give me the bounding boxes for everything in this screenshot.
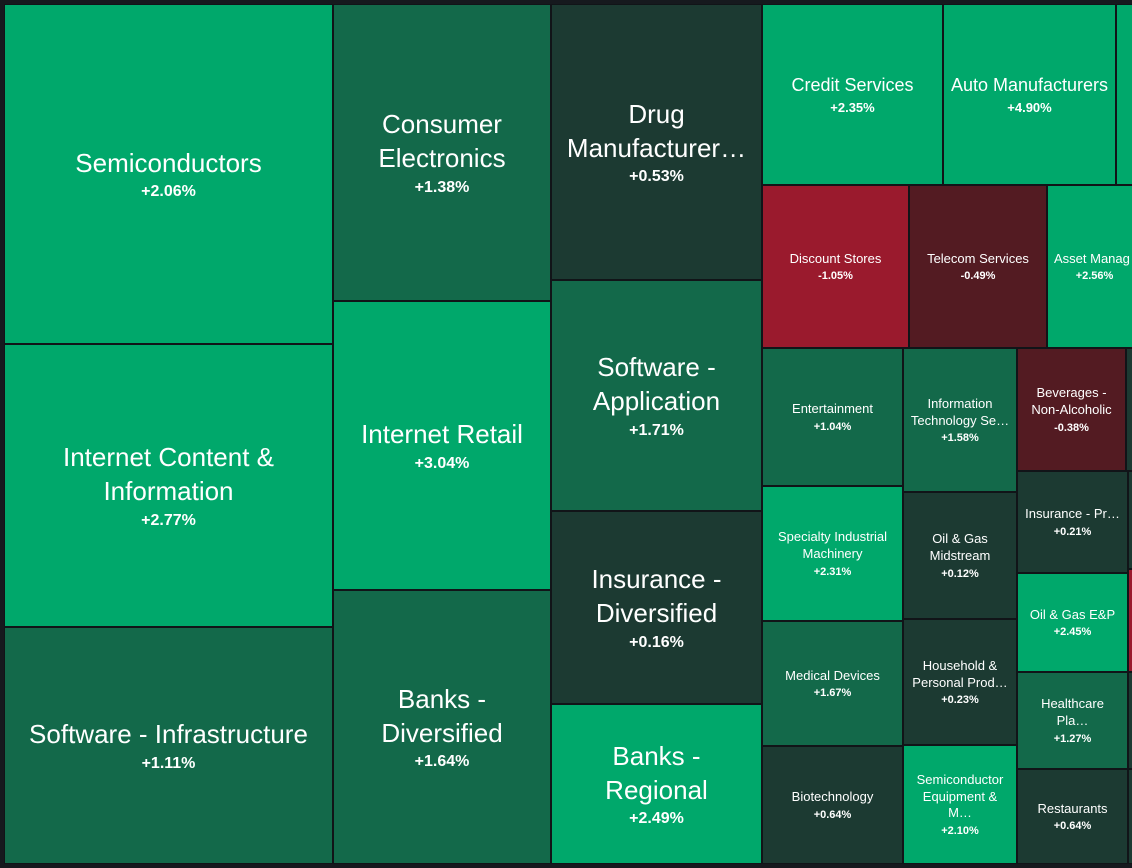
tile-partial-right-3[interactable] <box>1128 569 1132 672</box>
tile-label: Telecom Services <box>927 250 1029 266</box>
tile-change: +2.06% <box>141 183 196 201</box>
tile-change: +3.04% <box>414 454 470 472</box>
tile-change: -0.38% <box>1054 421 1089 434</box>
tile-label: Software - Application <box>592 352 721 416</box>
tile-change: +1.27% <box>1053 732 1092 745</box>
tile-change: +2.31% <box>813 565 852 578</box>
tile-telecom-services[interactable]: Telecom Services -0.49% <box>909 185 1047 348</box>
tile-label: Restaurants <box>1037 800 1108 816</box>
tile-change: +1.58% <box>941 432 979 445</box>
tile-label: Medical Devices <box>785 667 880 683</box>
tile-oil-gas-midstream[interactable]: Oil & Gas Midstream +0.12% <box>903 492 1017 619</box>
tile-change: -0.49% <box>960 270 996 283</box>
tile-label: Household & Personal Prod… <box>912 657 1008 690</box>
tile-oil-gas-ep[interactable]: Oil & Gas E&P +2.45% <box>1017 573 1128 672</box>
tile-internet-retail[interactable]: Internet Retail +3.04% <box>333 301 551 590</box>
tile-household-personal-products[interactable]: Household & Personal Prod… +0.23% <box>903 619 1017 745</box>
tile-label: Auto Manufacturers <box>950 74 1109 95</box>
tile-beverages-non-alcoholic[interactable]: Beverages - Non-Alcoholic -0.38% <box>1017 348 1126 471</box>
tile-label: Beverages - Non-Alcoholic <box>1031 385 1112 417</box>
tile-change: +4.90% <box>1007 100 1052 116</box>
tile-change: +0.16% <box>629 633 684 651</box>
tile-change: +2.77% <box>141 511 196 529</box>
tile-biotechnology[interactable]: Biotechnology +0.64% <box>762 746 903 864</box>
tile-change: -1.05% <box>818 270 853 283</box>
tile-change: +0.53% <box>629 168 684 186</box>
tile-change: +1.67% <box>813 687 852 700</box>
tile-change: +2.49% <box>629 810 684 828</box>
tile-label: Credit Services <box>791 74 914 95</box>
tile-banks-diversified[interactable]: Banks - Diversified +1.64% <box>333 590 551 864</box>
tile-label: Specialty Industrial Machinery <box>777 529 888 561</box>
tile-semiconductor-equipment[interactable]: Semiconductor Equipment & M… +2.10% <box>903 745 1017 864</box>
tile-change: +0.21% <box>1053 525 1092 538</box>
tile-entertainment[interactable]: Entertainment +1.04% <box>762 348 903 486</box>
tile-medical-devices[interactable]: Medical Devices +1.67% <box>762 621 903 746</box>
tile-change: +0.64% <box>1053 820 1092 833</box>
tile-label: Semiconductors <box>75 147 262 178</box>
tile-label: Information Technology Se… <box>910 395 1010 428</box>
tile-label: Drug Manufacturer… <box>566 98 747 163</box>
tile-partial-right-4[interactable] <box>1128 672 1132 769</box>
tile-internet-content[interactable]: Internet Content & Information +2.77% <box>4 344 333 627</box>
tile-change: +1.71% <box>629 421 684 439</box>
tile-change: +0.64% <box>813 808 852 821</box>
tile-insurance-property[interactable]: Insurance - Pr… +0.21% <box>1017 471 1128 573</box>
tile-label: Oil & Gas E&P <box>1029 606 1116 622</box>
tile-software-infrastructure[interactable]: Software - Infrastructure +1.11% <box>4 627 333 864</box>
tile-label: Consumer Electronics <box>378 109 506 173</box>
tile-change: +1.64% <box>414 753 470 771</box>
tile-asset-management[interactable]: Asset Manag +2.56% <box>1047 185 1132 348</box>
tile-consumer-electronics[interactable]: Consumer Electronics +1.38% <box>333 4 551 301</box>
tile-change: +2.56% <box>1075 270 1114 283</box>
tile-semiconductors[interactable]: Semiconductors +2.06% <box>4 4 333 344</box>
tile-change: +1.11% <box>141 754 196 772</box>
tile-label: Internet Content & Information <box>62 442 275 506</box>
tile-software-application[interactable]: Software - Application +1.71% <box>551 280 762 511</box>
tile-partial-right-5[interactable] <box>1128 769 1132 864</box>
tile-auto-manufacturers[interactable]: Auto Manufacturers +4.90% <box>943 4 1116 185</box>
tile-partial-right-2[interactable] <box>1128 471 1132 569</box>
tile-change: +2.35% <box>830 100 875 116</box>
tile-label: Semiconductor Equipment & M… <box>916 771 1004 821</box>
tile-change: +0.23% <box>941 694 979 707</box>
tile-banks-regional[interactable]: Banks - Regional +2.49% <box>551 704 762 864</box>
tile-label: Oil & Gas Midstream <box>929 531 991 563</box>
tile-change: +2.45% <box>1053 626 1092 639</box>
tile-change: +0.12% <box>941 567 979 580</box>
tile-specialty-industrial-machinery[interactable]: Specialty Industrial Machinery +2.31% <box>762 486 903 621</box>
tile-label: Healthcare Pla… <box>1041 696 1104 728</box>
tile-information-technology-services[interactable]: Information Technology Se… +1.58% <box>903 348 1017 492</box>
tile-change: +1.38% <box>414 178 470 196</box>
tile-label: Biotechnology <box>791 789 874 805</box>
tile-label: Banks - Diversified <box>381 683 503 748</box>
tile-label: Software - Infrastructure <box>29 719 308 750</box>
tile-insurance-diversified[interactable]: Insurance - Diversified +0.16% <box>551 511 762 704</box>
tile-label: Insurance - Diversified <box>591 564 722 628</box>
tile-label: Insurance - Pr… <box>1025 506 1120 522</box>
tile-drug-manufacturers[interactable]: Drug Manufacturer… +0.53% <box>551 4 762 280</box>
tile-restaurants[interactable]: Restaurants +0.64% <box>1017 769 1128 864</box>
tile-change: +2.10% <box>941 825 979 838</box>
tile-healthcare-plans[interactable]: Healthcare Pla… +1.27% <box>1017 672 1128 769</box>
tile-partial-right-1[interactable] <box>1126 348 1132 471</box>
tile-partial-top-right[interactable] <box>1116 4 1132 185</box>
tile-change: +1.04% <box>813 420 852 433</box>
tile-label: Entertainment <box>792 401 873 417</box>
tile-label: Internet Retail <box>361 419 523 450</box>
tile-credit-services[interactable]: Credit Services +2.35% <box>762 4 943 185</box>
tile-label: Banks - Regional <box>605 740 708 805</box>
tile-label: Asset Manag <box>1054 250 1130 266</box>
tile-label: Discount Stores <box>789 250 882 266</box>
tile-discount-stores[interactable]: Discount Stores -1.05% <box>762 185 909 348</box>
